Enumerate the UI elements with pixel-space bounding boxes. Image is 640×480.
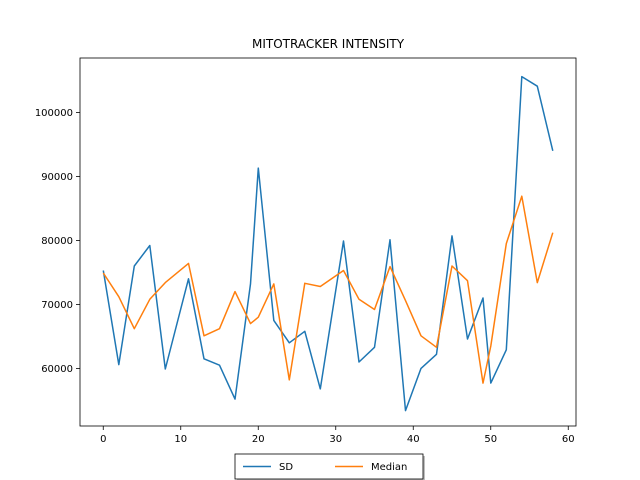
y-axis: 60000 70000 80000 90000 100000 [35,108,80,375]
legend: SD Median [234,453,425,480]
series-line-median [102,195,554,384]
y-tick-label: 80000 [41,236,73,247]
plot-series [102,75,554,412]
plot-frame [79,57,577,427]
legend-label: Median [371,462,407,473]
x-tick-label: 60 [562,434,575,445]
series-line-sd [102,75,554,412]
x-tick-label: 40 [407,434,420,445]
x-tick-label: 20 [252,434,265,445]
chart-title: MITOTRACKER INTENSITY [252,37,405,51]
y-tick-label: 90000 [41,172,73,183]
y-tick-label: 70000 [41,300,73,311]
y-tick-label: 60000 [41,364,73,375]
x-tick-label: 0 [100,434,106,445]
x-tick-label: 30 [329,434,342,445]
x-tick-label: 10 [174,434,187,445]
y-tick-label: 100000 [35,108,73,119]
x-axis: 0 10 20 30 40 50 60 [100,426,575,445]
legend-label: SD [279,462,293,473]
x-tick-label: 50 [484,434,497,445]
